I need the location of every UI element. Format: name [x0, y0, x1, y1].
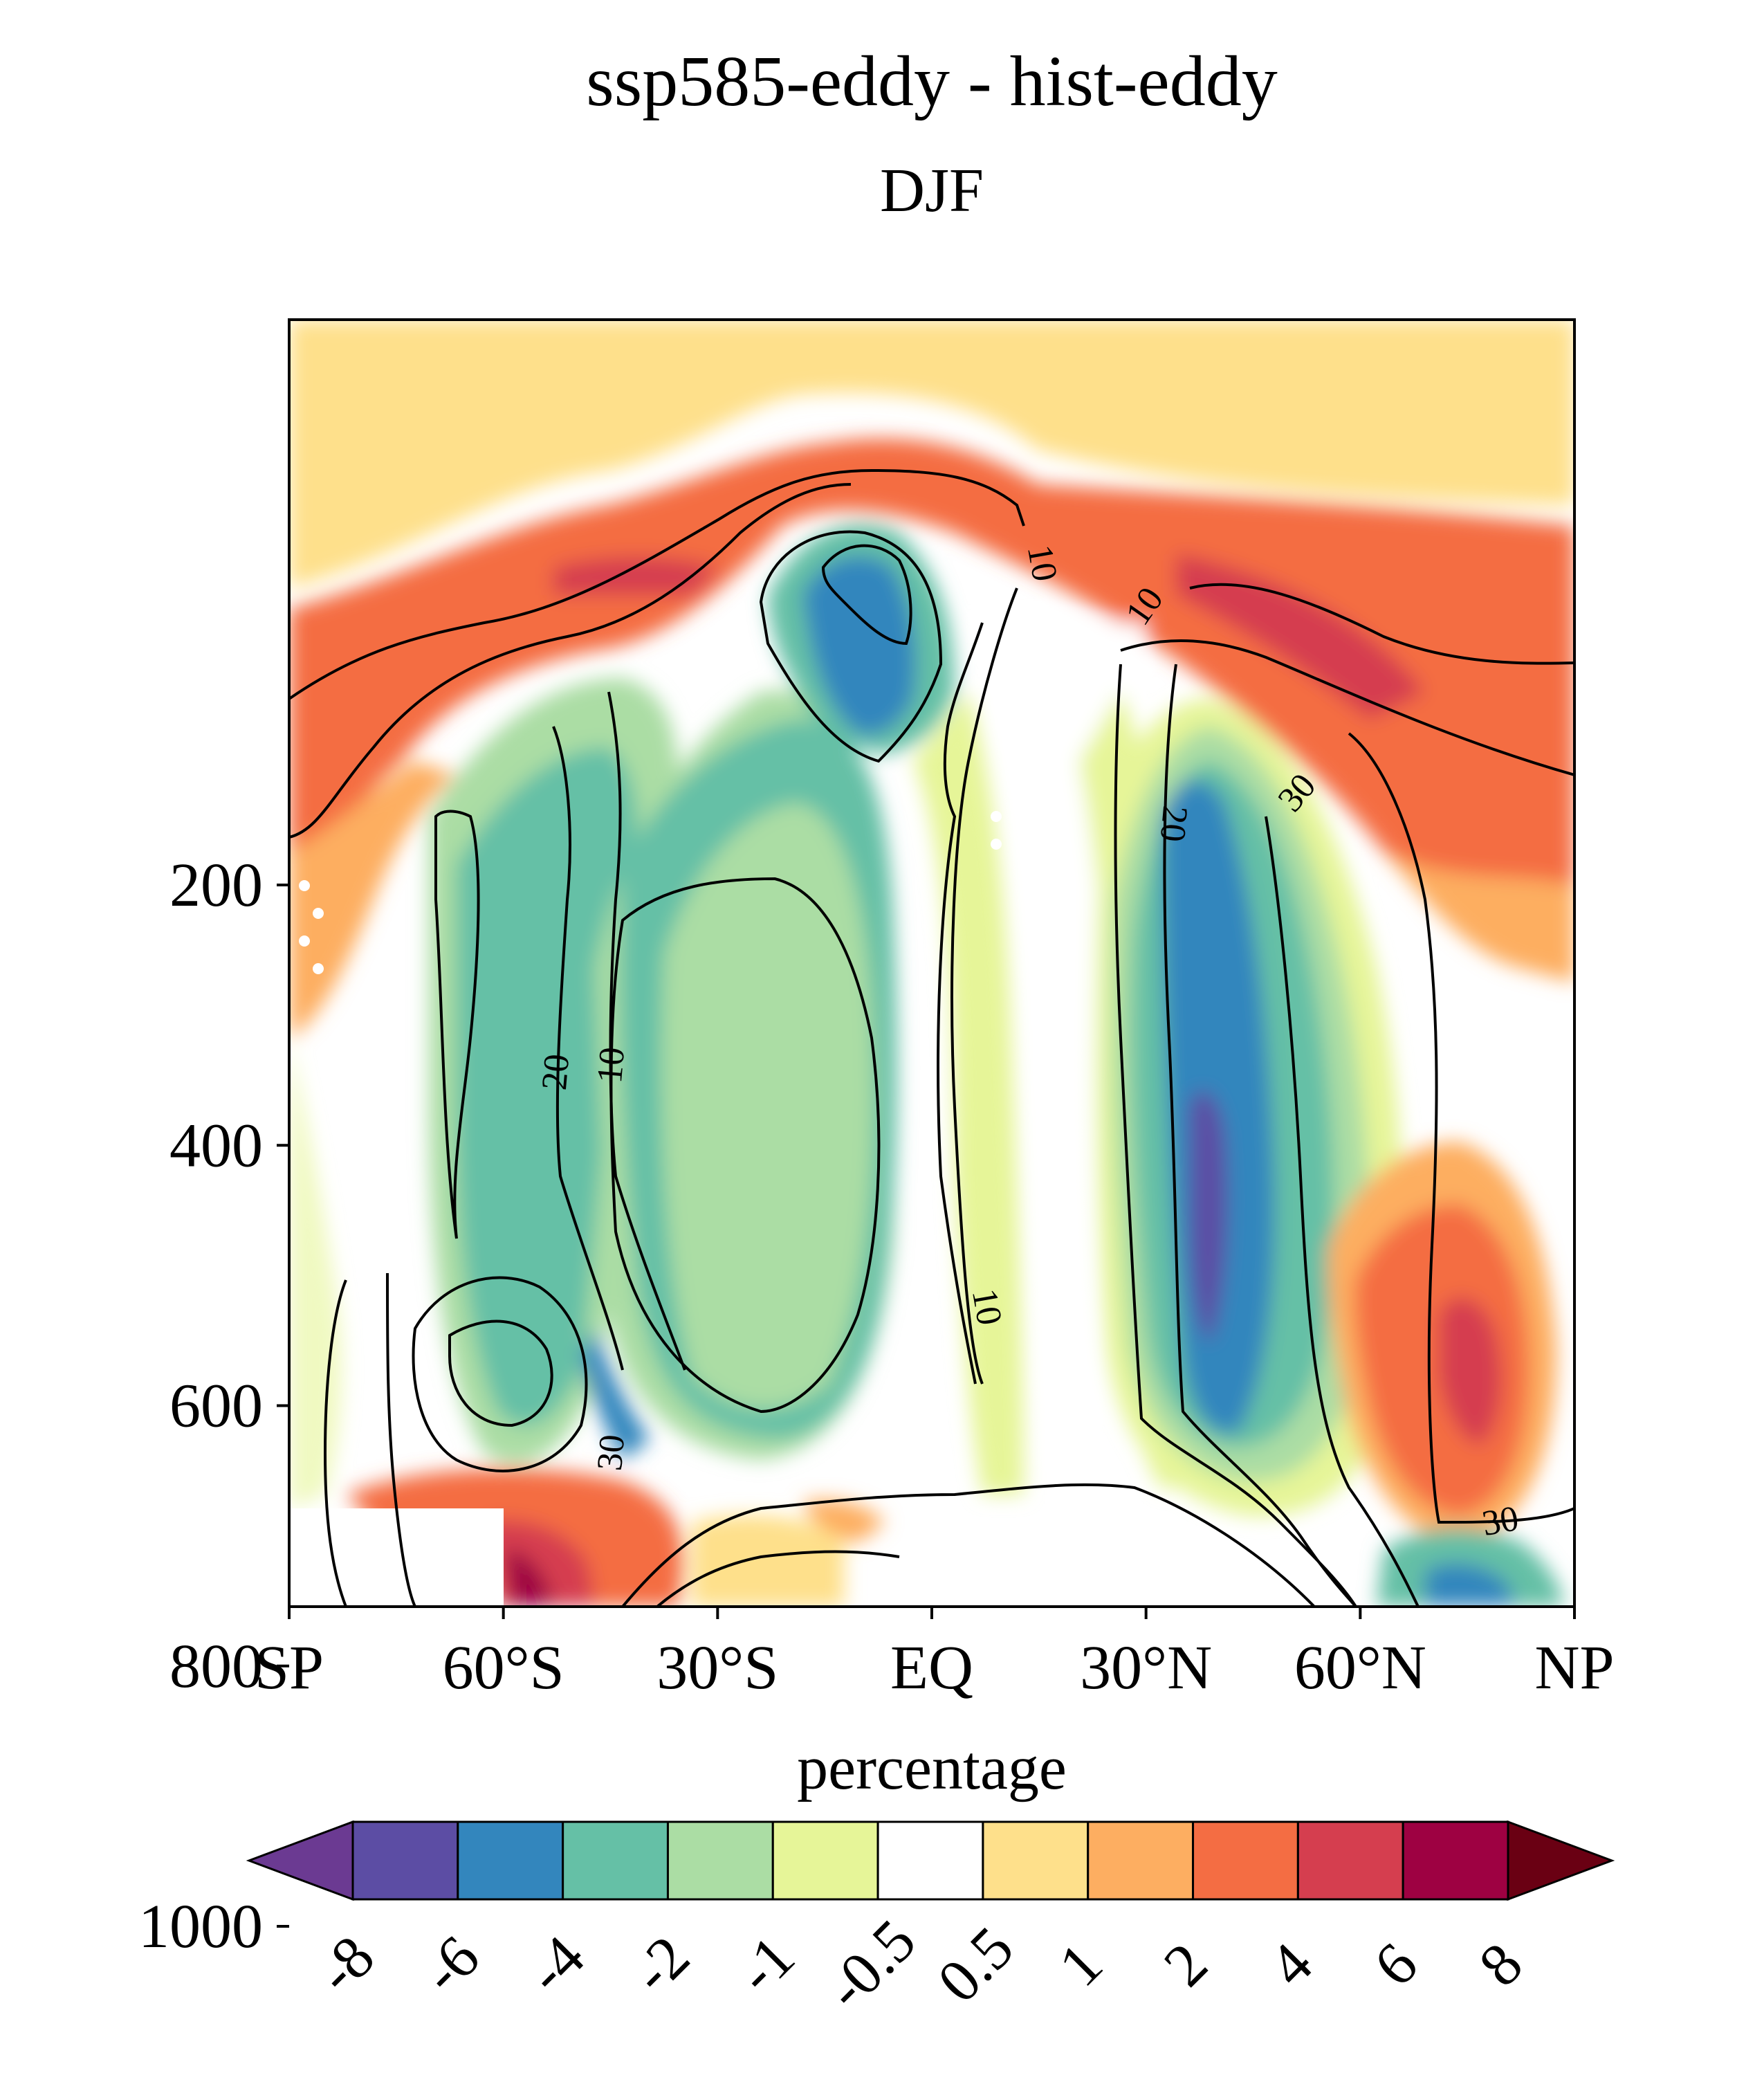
y-tick-label: 200: [169, 851, 263, 920]
svg-text:30: 30: [1479, 1499, 1521, 1544]
colorbar-tick-label: -1: [724, 1924, 807, 2007]
contour-label: 20: [1152, 804, 1195, 843]
colorbar-tick-label: 4: [1256, 1930, 1325, 2000]
contour-label: 10: [1020, 542, 1065, 584]
colorbar-box: [1402, 1820, 1509, 1901]
x-tick-label: SP: [255, 1634, 324, 1702]
colorbar: -8 -6 -4 -2 -1 -0.50.5 1 2 4 6 8: [246, 1820, 1615, 2022]
x-tick-label: 30°N: [1080, 1634, 1212, 1702]
filled-contour-field: [289, 320, 1574, 1607]
colorbar-tick-label: -8: [304, 1924, 387, 2007]
colorbar-tick-label: -0.5: [813, 1907, 928, 2022]
colorbar-tick-label: 8: [1467, 1930, 1536, 2000]
svg-text:10: 10: [964, 1286, 1009, 1328]
colorbar-box: [351, 1820, 459, 1901]
x-axis: SP 60°S 30°S EQ 30°N 60°N NP: [255, 1607, 1615, 1702]
y-tick-label: 800: [169, 1632, 263, 1701]
colorbar-tick-label: -6: [409, 1924, 492, 2007]
x-tick-label: NP: [1534, 1634, 1614, 1702]
colorbar-box: [457, 1820, 564, 1901]
colorbar-box: [982, 1820, 1090, 1901]
colorbar-tick-label: -4: [514, 1924, 597, 2007]
x-tick-label: EQ: [890, 1634, 973, 1702]
colorbar-box: [876, 1820, 984, 1901]
colorbar-max-arrow: [1507, 1820, 1615, 1901]
colorbar-box: [771, 1820, 879, 1901]
svg-text:30: 30: [590, 1433, 632, 1472]
svg-text:20: 20: [535, 1052, 577, 1092]
colorbar-min-arrow: [246, 1820, 354, 1901]
chart-subtitle: DJF: [880, 156, 984, 225]
colorbar-box: [1296, 1820, 1404, 1901]
colorbar-label: percentage: [797, 1734, 1067, 1802]
x-tick-label: 60°S: [443, 1634, 564, 1702]
contour-label: 30: [1479, 1499, 1521, 1544]
colorbar-tick-label: 0.5: [926, 1915, 1027, 2016]
svg-text:10: 10: [1020, 542, 1065, 584]
contour-label: 10: [964, 1286, 1009, 1328]
svg-text:20: 20: [1152, 804, 1195, 843]
y-axis: 200 400 600 800 1000: [138, 851, 289, 1961]
colorbar-box: [562, 1820, 669, 1901]
contour-label: 30: [590, 1433, 632, 1472]
contour-label: 10: [590, 1045, 632, 1085]
colorbar-box: [666, 1820, 774, 1901]
chart-title: ssp585-eddy - hist-eddy: [586, 42, 1277, 121]
colorbar-tick-label: -2: [619, 1924, 702, 2007]
x-tick-label: 30°S: [656, 1634, 778, 1702]
colorbar-tick-label: 2: [1152, 1930, 1221, 2000]
y-tick-label: 400: [169, 1111, 263, 1180]
colorbar-tick-label: 6: [1361, 1930, 1431, 2000]
y-tick-label: 600: [169, 1372, 263, 1441]
x-tick-label: 60°N: [1294, 1634, 1426, 1702]
contour-label: 20: [535, 1052, 577, 1092]
y-tick-label: 1000: [138, 1892, 263, 1961]
colorbar-box: [1192, 1820, 1299, 1901]
colorbar-tick-label: 1: [1047, 1930, 1116, 2000]
colorbar-box: [1087, 1820, 1195, 1901]
svg-text:10: 10: [590, 1045, 632, 1085]
